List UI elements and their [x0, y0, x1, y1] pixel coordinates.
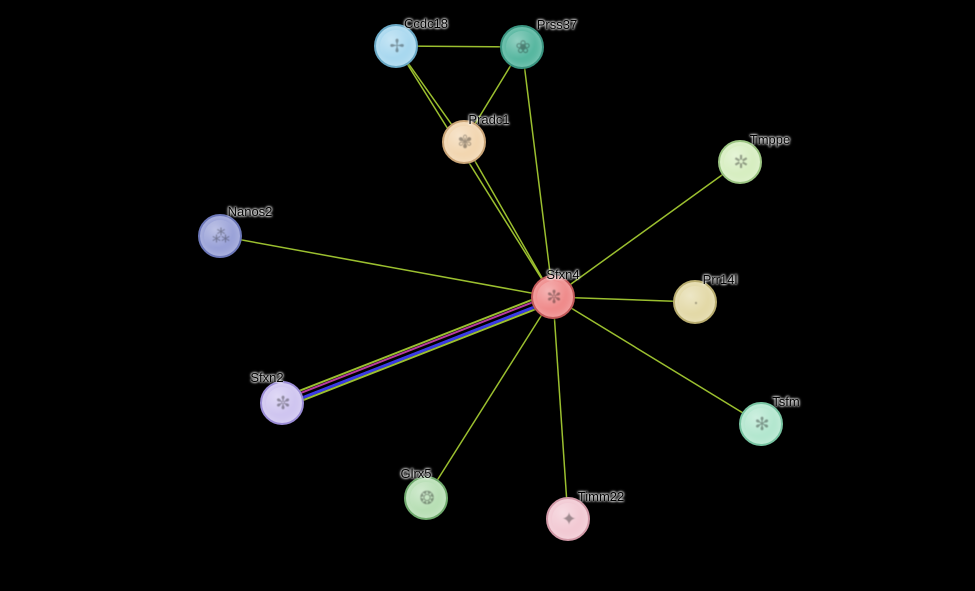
node-label-prss37: Prss37: [537, 17, 577, 32]
multi-edge-strand: [280, 292, 551, 398]
node-label-tmppe: Tmppe: [750, 132, 790, 147]
node-label-ccdc18: Ccdc18: [404, 16, 448, 31]
node-highlight: [552, 503, 584, 535]
edge: [220, 236, 553, 297]
multi-edge-strand: [283, 299, 554, 405]
edge: [522, 47, 553, 297]
node-label-sfxn4: Sfxn4: [546, 267, 579, 282]
node-sfxn2[interactable]: ✼: [260, 381, 304, 425]
edge-layer: [0, 0, 975, 591]
node-label-tsfm: Tsfm: [772, 394, 799, 409]
multi-edge-strand: [284, 302, 555, 408]
node-nanos2[interactable]: ⁂: [198, 214, 242, 258]
multi-edge-strand: [281, 295, 552, 401]
node-highlight: [204, 220, 236, 252]
node-label-pradc1: Pradc1: [468, 112, 509, 127]
node-label-prr14l: Prr14l: [703, 272, 738, 287]
node-highlight: [506, 31, 538, 63]
edge: [464, 142, 553, 297]
node-highlight: [448, 126, 480, 158]
node-label-glrx5: Glrx5: [400, 466, 431, 481]
network-canvas: ✼Sfxn4✢Ccdc18❀Prss37✾Pradc1✲Tmppe⁂Nanos2…: [0, 0, 975, 591]
node-highlight: [380, 30, 412, 62]
edge: [396, 46, 553, 297]
node-highlight: [537, 281, 569, 313]
node-label-timm22: Timm22: [578, 489, 624, 504]
multi-edge-strand: [282, 297, 553, 403]
node-label-sfxn2: Sfxn2: [250, 370, 283, 385]
node-highlight: [724, 146, 756, 178]
edge: [553, 297, 568, 519]
node-highlight: [679, 286, 711, 318]
node-highlight: [266, 387, 298, 419]
edge: [553, 297, 761, 424]
node-glrx5[interactable]: ❂: [404, 476, 448, 520]
edge: [426, 297, 553, 498]
node-highlight: [745, 408, 777, 440]
node-label-nanos2: Nanos2: [228, 204, 273, 219]
node-highlight: [410, 482, 442, 514]
